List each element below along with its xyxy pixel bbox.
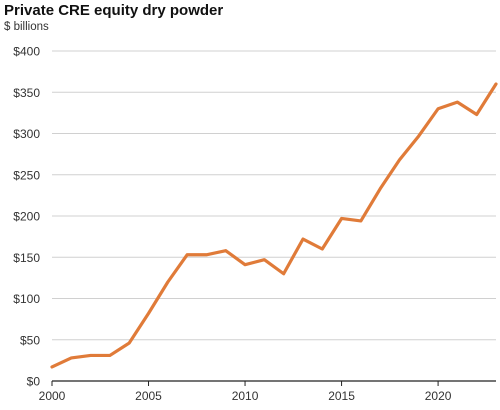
x-axis xyxy=(51,380,496,386)
data-point-2003 xyxy=(108,354,111,357)
data-point-2019 xyxy=(417,134,420,137)
y-tick-label: $0 xyxy=(27,375,41,389)
chart-title: Private CRE equity dry powder xyxy=(4,2,224,19)
y-axis-tick-labels: $0 $50 $100 $150 $200 $250 $300 $350 $400 xyxy=(13,45,40,389)
data-point-2012 xyxy=(282,272,285,275)
data-point-2015 xyxy=(340,217,343,220)
y-tick-label: $300 xyxy=(13,127,40,141)
data-point-2011 xyxy=(263,258,266,261)
data-point-2009 xyxy=(224,249,227,252)
data-point-2018 xyxy=(398,158,401,161)
x-tick-label: 2020 xyxy=(425,389,452,403)
y-tick-label: $150 xyxy=(13,251,40,265)
data-point-2017 xyxy=(379,187,382,190)
data-point-2000 xyxy=(50,365,53,368)
chart-subtitle: $ billions xyxy=(4,21,49,33)
data-point-2008 xyxy=(205,253,208,256)
series-layer xyxy=(50,82,498,369)
x-axis-tick-labels: 2000 2005 2010 2015 2020 xyxy=(39,389,452,403)
data-point-2016 xyxy=(359,219,362,222)
y-tick-label: $250 xyxy=(13,168,40,182)
data-point-2002 xyxy=(89,354,92,357)
y-tick-label: $50 xyxy=(20,333,40,347)
data-point-2014 xyxy=(321,247,324,250)
y-tick-label: $100 xyxy=(13,292,40,306)
data-point-2010 xyxy=(243,263,246,266)
data-point-2007 xyxy=(186,253,189,256)
x-tick-label: 2015 xyxy=(328,389,355,403)
series-line xyxy=(50,82,498,369)
data-point-2013 xyxy=(301,238,304,241)
y-tick-label: $400 xyxy=(13,45,40,59)
x-tick-label: 2000 xyxy=(39,389,66,403)
data-point-2020 xyxy=(436,107,439,110)
data-point-2001 xyxy=(70,356,73,359)
data-point-2021 xyxy=(456,101,459,104)
y-tick-label: $350 xyxy=(13,86,40,100)
data-point-2023 xyxy=(494,82,497,85)
data-point-2006 xyxy=(166,280,169,283)
gridlines xyxy=(52,50,496,341)
data-point-2005 xyxy=(147,312,150,315)
data-point-2022 xyxy=(475,113,478,116)
y-tick-label: $200 xyxy=(13,210,40,224)
x-tick-label: 2010 xyxy=(232,389,259,403)
data-point-2004 xyxy=(128,341,131,344)
x-tick-label: 2005 xyxy=(135,389,162,403)
